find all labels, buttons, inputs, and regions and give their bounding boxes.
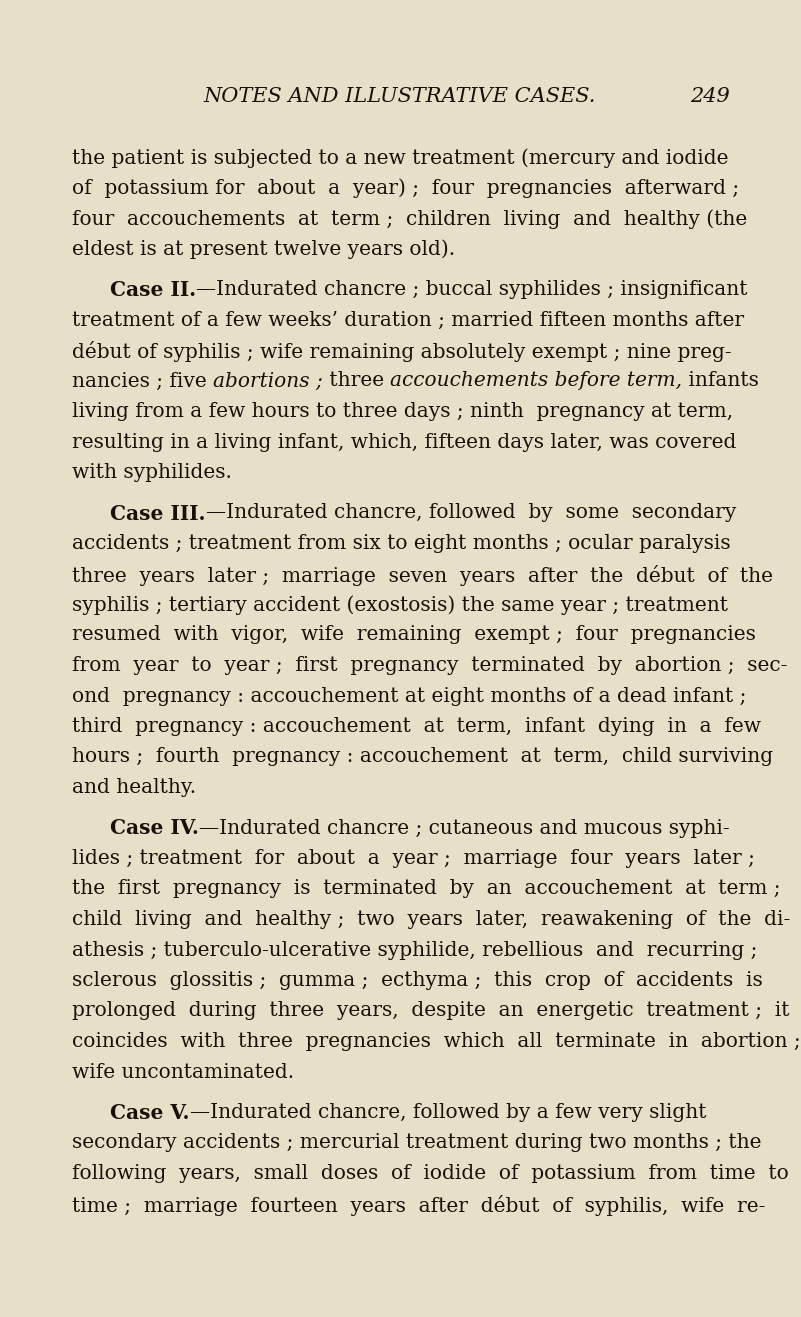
Text: début of syphilis ; wife remaining absolutely exempt ; nine preg-: début of syphilis ; wife remaining absol… (72, 341, 731, 362)
Text: from  year  to  year ;  first  pregnancy  terminated  by  abortion ;  sec-: from year to year ; first pregnancy term… (72, 656, 787, 676)
Text: 249: 249 (690, 87, 730, 107)
Text: accidents ; treatment from six to eight months ; ocular paralysis: accidents ; treatment from six to eight … (72, 533, 731, 553)
Text: time ;  marriage  fourteen  years  after  début  of  syphilis,  wife  re-: time ; marriage fourteen years after déb… (72, 1195, 766, 1216)
Text: living from a few hours to three days ; ninth  pregnancy at term,: living from a few hours to three days ; … (72, 402, 733, 421)
Text: secondary accidents ; mercurial treatment during two months ; the: secondary accidents ; mercurial treatmen… (72, 1134, 762, 1152)
Text: NOTES AND ILLUSTRATIVE CASES.: NOTES AND ILLUSTRATIVE CASES. (203, 87, 596, 107)
Text: Case II.: Case II. (110, 281, 196, 300)
Text: prolonged  during  three  years,  despite  an  energetic  treatment ;  it: prolonged during three years, despite an… (72, 1001, 790, 1021)
Text: athesis ; tuberculo-ulcerative syphilide, rebellious  and  recurring ;: athesis ; tuberculo-ulcerative syphilide… (72, 940, 758, 960)
Text: child  living  and  healthy ;  two  years  later,  reawakening  of  the  di-: child living and healthy ; two years lat… (72, 910, 791, 928)
Text: of  potassium for  about  a  year) ;  four  pregnancies  afterward ;: of potassium for about a year) ; four pr… (72, 179, 739, 198)
Text: three  years  later ;  marriage  seven  years  after  the  début  of  the: three years later ; marriage seven years… (72, 565, 773, 586)
Text: four  accouchements  at  term ;  children  living  and  healthy (the: four accouchements at term ; children li… (72, 209, 747, 229)
Text: Case IV.: Case IV. (110, 818, 199, 839)
Text: lides ; treatment  for  about  a  year ;  marriage  four  years  later ;: lides ; treatment for about a year ; mar… (72, 849, 755, 868)
Text: resumed  with  vigor,  wife  remaining  exempt ;  four  pregnancies: resumed with vigor, wife remaining exemp… (72, 626, 756, 644)
Text: —Indurated chancre, followed  by  some  secondary: —Indurated chancre, followed by some sec… (206, 503, 736, 523)
Text: nancies ; five: nancies ; five (72, 371, 213, 391)
Text: wife uncontaminated.: wife uncontaminated. (72, 1063, 294, 1081)
Text: treatment of a few weeks’ duration ; married fifteen months after: treatment of a few weeks’ duration ; mar… (72, 311, 744, 329)
Text: —Indurated chancre, followed by a few very slight: —Indurated chancre, followed by a few ve… (190, 1104, 706, 1122)
Text: three: three (323, 371, 390, 391)
Text: syphilis ; tertiary accident (exostosis) the same year ; treatment: syphilis ; tertiary accident (exostosis)… (72, 595, 728, 615)
Text: eldest is at present twelve years old).: eldest is at present twelve years old). (72, 240, 455, 259)
Text: hours ;  fourth  pregnancy : accouchement  at  term,  child surviving: hours ; fourth pregnancy : accouchement … (72, 748, 773, 766)
Text: Case V.: Case V. (110, 1104, 190, 1123)
Text: and healthy.: and healthy. (72, 778, 196, 797)
Text: following  years,  small  doses  of  iodide  of  potassium  from  time  to: following years, small doses of iodide o… (72, 1164, 789, 1183)
Text: accouchements before term,: accouchements before term, (390, 371, 682, 391)
Text: the patient is subjected to a new treatment (mercury and iodide: the patient is subjected to a new treatm… (72, 148, 728, 167)
Text: abortions ;: abortions ; (213, 371, 323, 391)
Text: —Indurated chancre ; buccal syphilides ; insignificant: —Indurated chancre ; buccal syphilides ;… (196, 281, 747, 299)
Text: the  first  pregnancy  is  terminated  by  an  accouchement  at  term ;: the first pregnancy is terminated by an … (72, 880, 780, 898)
Text: with syphilides.: with syphilides. (72, 464, 231, 482)
Text: sclerous  glossitis ;  gumma ;  ecthyma ;  this  crop  of  accidents  is: sclerous glossitis ; gumma ; ecthyma ; t… (72, 971, 763, 990)
Text: infants: infants (682, 371, 759, 391)
Text: ond  pregnancy : accouchement at eight months of a dead infant ;: ond pregnancy : accouchement at eight mo… (72, 686, 747, 706)
Text: third  pregnancy : accouchement  at  term,  infant  dying  in  a  few: third pregnancy : accouchement at term, … (72, 716, 761, 736)
Text: resulting in a living infant, which, fifteen days later, was covered: resulting in a living infant, which, fif… (72, 432, 736, 452)
Text: coincides  with  three  pregnancies  which  all  terminate  in  abortion ;: coincides with three pregnancies which a… (72, 1033, 801, 1051)
Text: Case III.: Case III. (110, 503, 206, 523)
Text: —Indurated chancre ; cutaneous and mucous syphi-: —Indurated chancre ; cutaneous and mucou… (199, 818, 730, 838)
